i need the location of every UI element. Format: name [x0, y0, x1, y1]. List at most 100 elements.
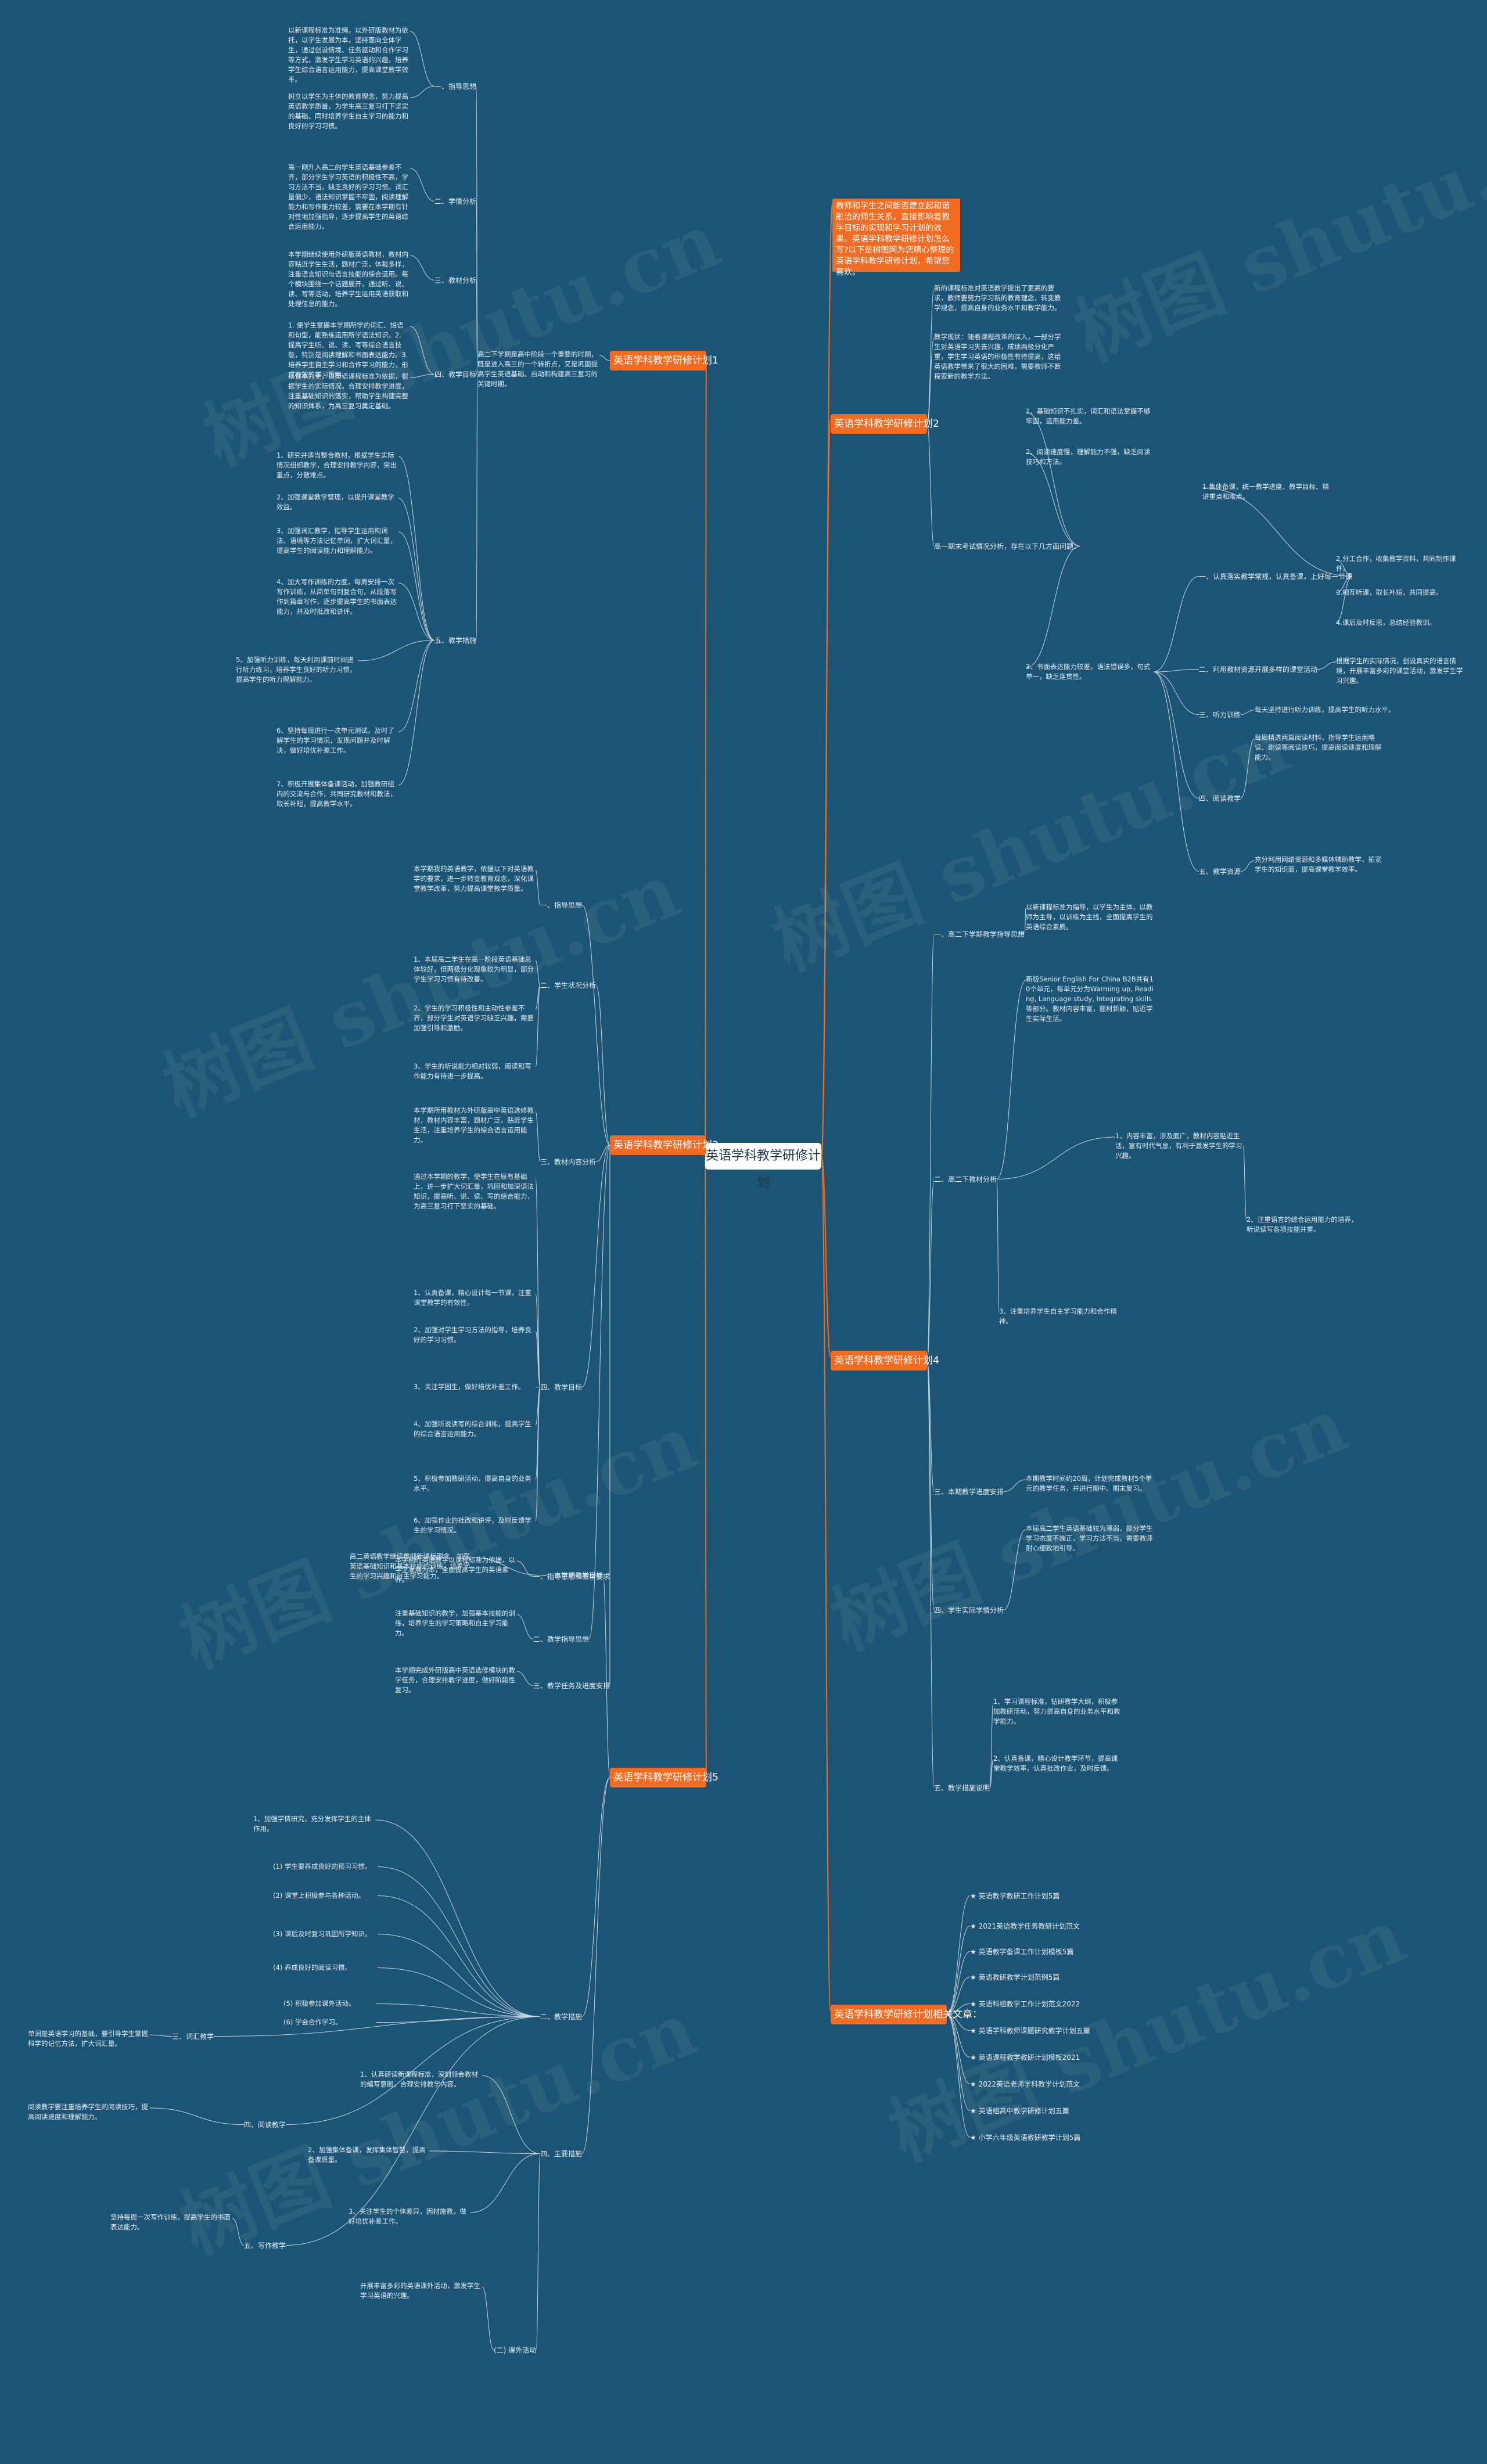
plan4-t1: 以新课程标准为指导，以学生为主体，以教师为主导，以训练为主线，全面提高学生的英语… — [1026, 903, 1153, 931]
connector — [926, 337, 935, 425]
connector — [581, 1777, 610, 2017]
plan4-l1[interactable]: 一、高二下学期教学指导思想 — [934, 930, 1025, 938]
related-link-10[interactable]: ★ 小学六年级英语教研教学计划5篇 — [970, 2134, 1081, 2142]
related-link-5[interactable]: ★ 英语科组教学工作计划范文2022 — [970, 2000, 1080, 2008]
plan5-l2[interactable]: 二、教学措施 — [540, 2013, 583, 2021]
plan5-l6[interactable]: 四、主要措施 — [540, 2150, 583, 2158]
plan1-l3[interactable]: 三、教材分析 — [434, 276, 477, 285]
connector — [357, 640, 435, 661]
plan5-t4: 阅读教学要注重培养学生的阅读技巧，提高阅读速度和理解能力。 — [28, 2103, 148, 2121]
connector — [482, 2075, 541, 2154]
plan3-t5e: 5、积极参加教研活动，提高自身的业务水平。 — [414, 1474, 531, 1492]
related-link-8[interactable]: ★ 2022英语老师学科教学计划范文 — [970, 2080, 1080, 2088]
plan2-q1: 1、基础知识不扎实，词汇和语法掌握不够牢固，运用能力差。 — [1026, 407, 1151, 425]
connector — [470, 2153, 541, 2213]
plan1-t5d: 4、加大写作训练的力度，每周安排一次写作训练，从简单句到复合句，从段落写作到篇章… — [276, 578, 397, 616]
plan3-l8[interactable]: 三、教学任务及进度安排 — [533, 1682, 610, 1690]
connector — [410, 86, 435, 98]
plan5-l3[interactable]: 三、词汇教学 — [172, 2033, 214, 2041]
branch-plan-2[interactable]: 英语学科教学研修计划2 — [831, 414, 939, 434]
branch-plan-3[interactable]: 英语学科教学研修计划3 — [610, 1135, 719, 1155]
branch-plan-1[interactable]: 英语学科教学研修计划1 — [610, 351, 719, 371]
plan2-s3[interactable]: 三、听力训练 — [1199, 711, 1241, 719]
connector — [1153, 671, 1199, 798]
connector — [535, 1387, 541, 1426]
plan4-t2: 新版Senior English For China B2B共有10个单元，每单… — [1026, 975, 1154, 1023]
connector — [398, 498, 435, 641]
connector — [535, 1387, 541, 1480]
related-link-6[interactable]: ★ 英语学科教师课题研究教学计划五篇 — [970, 2027, 1090, 2035]
plan4-l3[interactable]: 三、本期教学进度安排 — [934, 1488, 1004, 1496]
connector — [821, 419, 831, 1157]
plan1-t1b: 树立以学生为主体的教育理念，努力提高英语教学质量，为学生高三复习打下坚实的基础，… — [288, 92, 408, 130]
plan1-l2[interactable]: 二、学情分析 — [434, 197, 477, 206]
plan2-s4[interactable]: 四、阅读教学 — [1199, 794, 1241, 803]
plan3-l2[interactable]: 二、学生状况分析 — [540, 981, 597, 990]
connector — [516, 1614, 534, 1639]
plan4-l4[interactable]: 四、学生实际学情分析 — [934, 1606, 1004, 1614]
plan5-l5[interactable]: 五、写作教学 — [244, 2242, 286, 2250]
plan3-l6[interactable]: 一、指导思想和教学要求 — [533, 1573, 610, 1581]
plan5-l7[interactable]: (二) 课外活动 — [494, 2346, 537, 2354]
plan5-l1[interactable]: 一、本学期教学目标 — [540, 1571, 604, 1580]
plan1-l5[interactable]: 五、教学措施 — [434, 636, 477, 645]
connector — [1153, 671, 1199, 715]
plan3-l3[interactable]: 三、教材内容分析 — [540, 1158, 597, 1166]
watermark: 树图 shutu.cn — [1062, 91, 1487, 378]
connector — [1153, 671, 1199, 872]
plan5-l4[interactable]: 四、阅读教学 — [244, 2121, 286, 2129]
related-link-9[interactable]: ★ 英语组高中教学研修计划五篇 — [970, 2107, 1069, 2115]
connector — [535, 869, 541, 905]
plan3-l1[interactable]: 一、指导思想 — [540, 901, 583, 909]
plan2-head[interactable]: 高一期末考试情况分析，存在以下几方面问题： — [934, 542, 1081, 551]
plan3-t8: 本学期完成外研版高中英语选修模块的教学任务，合理安排教学进度，做好阶段性复习。 — [395, 1666, 515, 1694]
branch-plan-5[interactable]: 英语学科教学研修计划5 — [610, 1768, 719, 1787]
connector — [476, 201, 478, 370]
connector — [926, 1360, 935, 1610]
plan5-t6: 1、认真研读新课程标准，深刻领会教材的编写意图，合理安排教学内容。 — [360, 2070, 478, 2088]
plan2-s5t: 充分利用网络资源和多媒体辅助教学，拓宽学生的知识面，提高课堂教学效率。 — [1255, 855, 1382, 873]
connector — [535, 1293, 541, 1387]
connector — [398, 531, 435, 641]
branch-related-articles[interactable]: 英语学科教学研修计划相关文章： — [831, 2005, 982, 2024]
plan2-s2[interactable]: 二、利用教材资源开展多样的课堂活动 — [1199, 666, 1318, 674]
plan1-t2: 高一刚升入高二的学生英语基础参差不齐，部分学生学习英语的积极性不高，学习方法不当… — [288, 163, 408, 231]
plan5-t7: 开展丰富多彩的英语课外活动，激发学生学习英语的兴趣。 — [360, 2282, 480, 2300]
watermark: 树图 shutu.cn — [818, 1380, 1359, 1667]
connector — [410, 255, 435, 280]
plan3-t2: 1、本届高二学生在高一阶段英语基础总体较好，但两极分化现象较为明显，部分学生学习… — [414, 955, 534, 983]
plan5-t2: 1、加强学情研究，充分发挥学生的主体作用。 — [253, 1815, 371, 1833]
plan1-t5b: 2、加强课堂教学管理，以提升课堂教学效益。 — [276, 493, 394, 511]
related-link-3[interactable]: ★ 英语教学备课工作计划模板5篇 — [970, 1948, 1074, 1956]
connector — [821, 1156, 831, 2011]
related-link-4[interactable]: ★ 英语教研教学计划范例5篇 — [970, 1973, 1060, 1981]
connector — [1025, 452, 1081, 546]
plan4-l2[interactable]: 二、高二下教材分析 — [934, 1175, 997, 1184]
connector — [926, 289, 935, 425]
plan3-t5d: 4、加强听说读写的综合训练，提高学生的综合语言运用能力。 — [414, 1420, 531, 1438]
connector — [926, 1360, 935, 1492]
connector — [926, 1360, 935, 1788]
plan1-l1[interactable]: 一、指导思想 — [434, 82, 477, 91]
related-link-7[interactable]: ★ 英语课程教学教研计划模板2021 — [970, 2053, 1080, 2062]
connector — [376, 2003, 541, 2017]
connector — [581, 1777, 610, 2154]
branch-plan-4[interactable]: 英语学科教学研修计划4 — [831, 1351, 939, 1371]
plan5-t2e: (4) 养成良好的阅读习惯。 — [273, 1963, 351, 1972]
plan2-s1[interactable]: 一、认真落实教学常规，认真备课，上好每一节课 — [1199, 573, 1353, 581]
related-link-1[interactable]: ★ 英语教学教研工作计划5篇 — [970, 1892, 1060, 1900]
root-node[interactable]: 英语学科教学研修计划 — [705, 1143, 821, 1190]
related-link-2[interactable]: ★ 2021英语教学任务教研计划范文 — [970, 1922, 1080, 1930]
plan2-s5[interactable]: 五、教学资源 — [1199, 868, 1241, 876]
plan4-l5[interactable]: 五、教学措施说明 — [934, 1784, 990, 1792]
connector — [536, 2153, 541, 2350]
plan2-s3t: 每天坚持进行听力训练，提高学生的听力水平。 — [1255, 706, 1395, 714]
plan3-t2c: 3、学生的听说能力相对较弱，阅读和写作能力有待进一步提高。 — [414, 1062, 531, 1080]
plan3-l4[interactable]: 四、教学目标 — [540, 1383, 583, 1391]
plan3-l7[interactable]: 二、教学指导思想 — [533, 1635, 590, 1643]
connector — [996, 1179, 1000, 1313]
plan5-t3: 单词是英语学习的基础，要引导学生掌握科学的记忆方法，扩大词汇量。 — [28, 2030, 148, 2048]
connector — [946, 1895, 971, 2015]
plan1-l4[interactable]: 四、教学目标 — [434, 371, 477, 379]
